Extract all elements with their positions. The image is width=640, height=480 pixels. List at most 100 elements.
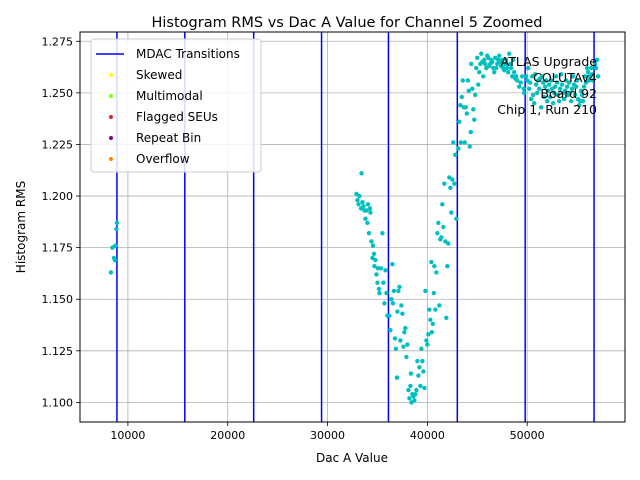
- data-point: [576, 103, 582, 108]
- data-point: [539, 74, 545, 79]
- data-point: [408, 371, 414, 376]
- data-point: [413, 391, 418, 397]
- data-point: [547, 94, 553, 100]
- data-point: [476, 82, 481, 87]
- data-point: [377, 290, 382, 296]
- data-point: [108, 270, 114, 275]
- legend-multimodal-marker: [109, 94, 113, 98]
- data-point: [500, 57, 505, 63]
- data-point: [550, 100, 556, 106]
- data-point: [561, 96, 567, 102]
- x-tick-label: 10000: [110, 429, 145, 442]
- data-point: [490, 59, 495, 65]
- data-point: [372, 264, 377, 269]
- data-point: [390, 301, 396, 306]
- data-point: [492, 70, 497, 75]
- y-tick-label: 1.175: [42, 242, 74, 255]
- legend-skewed: Skewed: [136, 68, 182, 82]
- data-point: [578, 88, 584, 94]
- data-point: [523, 74, 529, 79]
- data-point: [562, 88, 568, 94]
- data-point: [555, 92, 561, 98]
- data-point: [439, 235, 444, 240]
- data-point: [533, 82, 539, 87]
- x-tick-label: 20000: [210, 429, 245, 442]
- data-point: [426, 332, 431, 337]
- legend-skewed-marker: [109, 73, 113, 77]
- data-point: [395, 309, 400, 314]
- data-point: [456, 146, 461, 151]
- data-point: [545, 88, 551, 94]
- data-point: [432, 264, 437, 269]
- data-point: [584, 65, 590, 71]
- data-point: [382, 301, 387, 306]
- data-point: [396, 288, 401, 294]
- data-point: [559, 82, 565, 87]
- data-point: [534, 90, 540, 96]
- data-point: [406, 387, 411, 393]
- data-point: [464, 111, 469, 116]
- y-tick-label: 1.275: [42, 35, 74, 48]
- y-tick-label: 1.100: [42, 396, 74, 409]
- annotation-line-3: Board 92: [540, 86, 597, 101]
- data-point: [558, 72, 564, 77]
- data-point: [570, 74, 576, 79]
- data-point: [504, 57, 509, 63]
- data-point: [449, 210, 454, 215]
- data-point: [531, 100, 537, 106]
- data-point: [453, 152, 458, 157]
- data-point: [482, 57, 487, 63]
- data-point: [508, 61, 513, 67]
- data-point: [400, 311, 405, 316]
- data-point: [551, 90, 557, 96]
- data-point: [371, 251, 377, 257]
- legend-flagged-seus-marker: [109, 115, 113, 119]
- legend-repeat-bin: Repeat Bin: [136, 131, 201, 145]
- data-point: [392, 336, 398, 341]
- data-point: [546, 82, 552, 87]
- data-point: [544, 98, 550, 104]
- data-point: [404, 354, 409, 360]
- data-point: [444, 315, 449, 320]
- y-axis-label: Histogram RMS: [14, 181, 28, 273]
- data-point: [458, 103, 463, 108]
- data-point: [542, 84, 548, 89]
- data-point: [503, 61, 508, 67]
- data-point: [511, 57, 516, 63]
- data-point: [376, 286, 382, 292]
- data-point: [374, 272, 379, 277]
- data-point: [566, 80, 572, 85]
- data-point: [468, 129, 473, 135]
- data-point: [446, 241, 451, 246]
- grid-lines: [80, 32, 625, 422]
- data-point: [582, 74, 588, 79]
- data-point: [567, 90, 573, 96]
- data-point: [417, 365, 422, 370]
- y-tick-label: 1.125: [42, 345, 74, 358]
- data-point: [418, 383, 423, 389]
- x-axis-label: Dac A Value: [316, 451, 388, 465]
- data-point: [361, 204, 366, 209]
- plot-frame: [79, 31, 626, 423]
- data-point: [457, 119, 462, 124]
- data-point: [586, 78, 592, 83]
- legend-box: [90, 38, 262, 173]
- legend-overflow-marker: [109, 157, 113, 161]
- data-point: [364, 208, 369, 213]
- data-point: [466, 88, 471, 94]
- data-point: [440, 202, 445, 207]
- data-point: [425, 342, 430, 347]
- y-tick-label: 1.250: [42, 87, 74, 100]
- data-point: [585, 70, 591, 75]
- data-point: [541, 94, 547, 100]
- data-point: [521, 86, 526, 91]
- data-point: [430, 321, 436, 327]
- data-point: [397, 284, 402, 290]
- data-point: [528, 96, 534, 102]
- data-point: [442, 181, 447, 186]
- data-point: [421, 369, 426, 374]
- data-point: [454, 216, 459, 221]
- data-point: [402, 330, 407, 335]
- data-point: [419, 346, 424, 351]
